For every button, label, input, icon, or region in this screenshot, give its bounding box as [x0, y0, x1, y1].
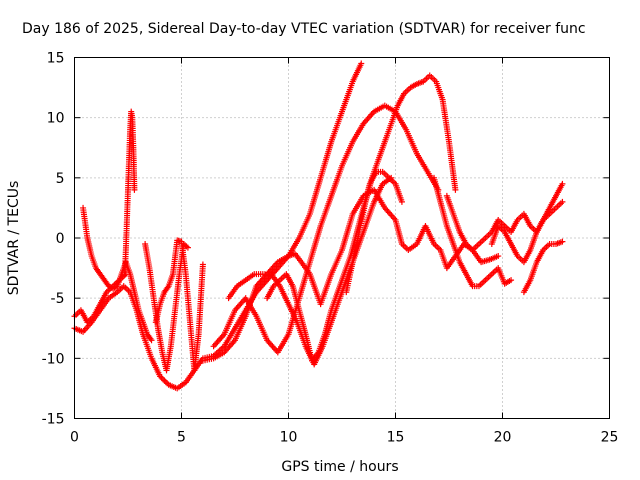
x-tick-label: 15 [387, 430, 405, 446]
y-axis-label: SDTVAR / TECUs [6, 181, 22, 296]
y-tick-label: -5 [51, 291, 65, 307]
data-point [495, 253, 502, 260]
data-point [559, 198, 566, 205]
data-marks [71, 60, 566, 392]
chart-title: Day 186 of 2025, Sidereal Day-to-day VTE… [22, 21, 586, 37]
series-track-14 [520, 238, 566, 296]
series-track-13 [488, 198, 566, 266]
data-point [161, 377, 168, 384]
data-point [452, 186, 459, 193]
series-track-3 [121, 108, 138, 278]
series-track-1 [71, 60, 365, 392]
x-tick-label: 0 [70, 430, 79, 446]
data-point [148, 337, 155, 344]
y-tick-label: -10 [42, 351, 65, 367]
y-tick-label: 10 [47, 111, 65, 127]
y-tick-label: 15 [47, 51, 65, 67]
data-point [122, 271, 129, 278]
series-track-6 [199, 186, 502, 364]
data-point [159, 376, 166, 383]
data-point [559, 180, 566, 187]
axis-ticks: 0 5 10 15 20 25 -15 -10 -5 0 5 10 15 [42, 51, 619, 446]
x-tick-label: 10 [280, 430, 298, 446]
series-track-8 [210, 102, 442, 356]
series-track-9 [264, 168, 405, 364]
data-point [162, 378, 169, 385]
x-tick-label: 20 [494, 430, 512, 446]
x-axis-label: GPS time / hours [281, 459, 398, 475]
data-point [398, 198, 405, 205]
y-tick-label: 0 [56, 231, 65, 247]
data-point [358, 60, 365, 67]
data-point [508, 277, 515, 284]
series-track-11 [431, 174, 515, 290]
data-point [559, 238, 566, 245]
x-tick-label: 25 [601, 430, 619, 446]
data-point [199, 261, 206, 268]
y-tick-label: 5 [56, 171, 65, 187]
y-tick-label: -15 [42, 412, 65, 428]
series-track-5 [152, 237, 206, 374]
data-point [184, 244, 191, 251]
series-track-15 [71, 271, 129, 326]
data-point [131, 186, 138, 193]
series-track-10 [343, 72, 459, 296]
x-tick-label: 5 [177, 430, 186, 446]
